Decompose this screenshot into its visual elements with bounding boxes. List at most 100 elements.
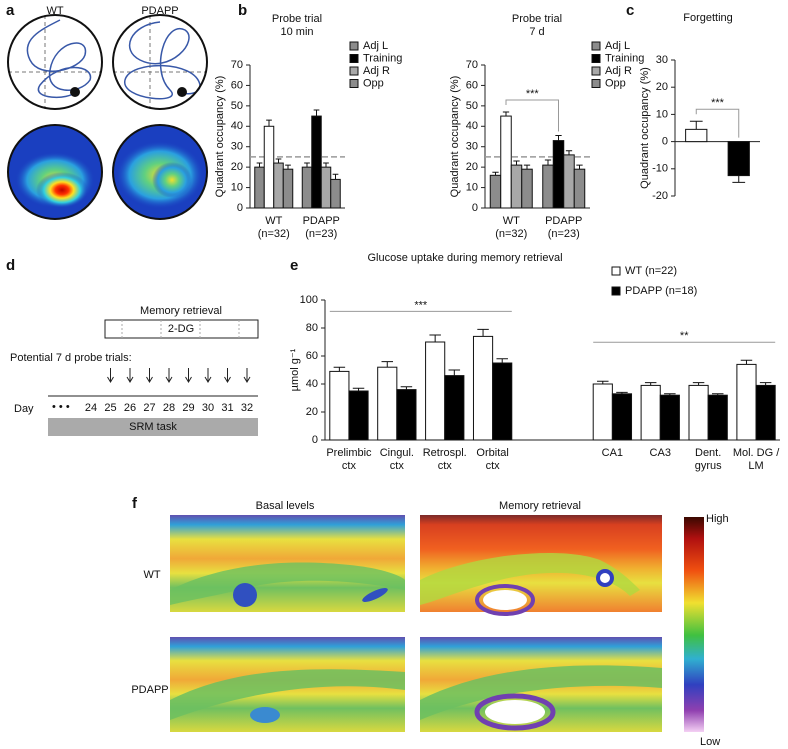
bar (472, 335, 494, 441)
y-tick-label: -20 (652, 190, 668, 202)
legend-label: Opp (605, 77, 626, 89)
y-tick-label: 40 (466, 120, 478, 132)
bar (348, 390, 369, 441)
y-tick-label: 30 (466, 141, 478, 153)
error-bar (285, 164, 291, 170)
panel-label: d (6, 257, 15, 274)
legend-swatch (591, 41, 601, 51)
legend-swatch (611, 266, 621, 276)
bar (707, 394, 728, 441)
y-tick-label: 0 (662, 136, 668, 148)
significance-label: *** (711, 97, 725, 109)
significance-label: *** (414, 299, 428, 311)
pool (112, 124, 208, 220)
bar (573, 168, 586, 209)
y-tick-label: 30 (231, 141, 243, 153)
error-bar (555, 134, 562, 141)
section-image (420, 515, 662, 616)
y-axis-label: µmol g⁻¹ (289, 348, 301, 391)
day-label: 24 (85, 402, 97, 414)
bar (311, 115, 322, 209)
chart-title: Probe trial (512, 13, 562, 25)
bar (510, 164, 523, 209)
bar (659, 394, 680, 441)
bar (396, 389, 417, 441)
y-axis-label: Quadrant occupancy (%) (214, 76, 226, 198)
panel-label: b (238, 2, 247, 19)
panel-label: e (290, 257, 298, 274)
error-bar (565, 150, 573, 155)
error-bar (711, 393, 724, 396)
x-tick-label: ctx (390, 460, 405, 472)
box-title: Memory retrieval (140, 305, 222, 317)
day-label: 30 (202, 402, 214, 414)
x-tick-label: PDAPP (545, 215, 582, 227)
section-image (420, 637, 662, 732)
day-label: 26 (124, 402, 136, 414)
legend-swatch (611, 286, 621, 296)
legend-label: Training (363, 52, 402, 64)
legend-label: WT (n=22) (625, 265, 677, 277)
end-point (177, 87, 187, 97)
section-image (170, 637, 405, 732)
trajectory (124, 21, 201, 100)
x-tick-label: WT (265, 215, 282, 227)
pool (7, 14, 103, 110)
error-bar (544, 159, 552, 166)
bar (688, 384, 709, 441)
error-bar (644, 382, 657, 386)
x-tick-label: (n=32) (258, 228, 290, 240)
error-bar (492, 171, 499, 176)
x-tick-label: Retrospl. (423, 447, 467, 459)
y-tick-label: 50 (231, 100, 243, 112)
bar (611, 393, 633, 441)
error-bar (448, 369, 461, 376)
y-tick-label: 20 (656, 81, 668, 93)
y-tick-label: -10 (652, 163, 668, 175)
bar (542, 164, 554, 209)
chart-title: Forgetting (683, 12, 733, 24)
charts: 0 10 20 30 40 50 60 70 Quadrant occupancy (%) Pro… (214, 12, 780, 472)
day-label: 29 (182, 402, 194, 414)
bar (592, 383, 613, 441)
y-tick-label: 0 (312, 434, 318, 446)
bar (329, 370, 350, 441)
legend-swatch (591, 79, 601, 88)
arrow-head (185, 376, 192, 383)
task-bar (48, 418, 258, 436)
significance-bracket (695, 108, 740, 138)
bar (377, 366, 398, 441)
legend-label: Opp (363, 77, 384, 89)
heatmap (8, 125, 102, 219)
error-bar (502, 111, 510, 117)
error-bar (313, 109, 320, 117)
arrow-head (165, 376, 173, 383)
error-bar (759, 382, 772, 386)
arrow-head (107, 376, 114, 383)
y-tick-label: 40 (306, 378, 318, 390)
error-bar (256, 162, 263, 168)
panel-a: WT PDAPP (7, 5, 208, 220)
x-tick-label: Dent. (695, 447, 721, 459)
error-bar (275, 158, 282, 164)
error-bar (400, 386, 413, 390)
scale-high: High (706, 513, 729, 525)
y-tick-label: 10 (466, 181, 478, 193)
day-label: 27 (143, 402, 155, 414)
error-bar (576, 164, 583, 170)
legend-swatch (349, 54, 359, 63)
y-axis-label: Quadrant occupancy (%) (449, 76, 461, 198)
error-bar (333, 366, 346, 372)
y-tick-label: 30 (656, 54, 668, 66)
legend-swatch (591, 66, 601, 76)
x-tick-label: PDAPP (303, 215, 340, 227)
column-label: PDAPP (141, 5, 178, 17)
error-bar (496, 358, 508, 363)
y-tick-label: 100 (300, 294, 318, 306)
legend-label: Adj R (363, 65, 390, 77)
error-bar (692, 382, 705, 386)
y-tick-label: 10 (656, 108, 668, 120)
bar (685, 128, 708, 143)
y-tick-label: 50 (466, 100, 478, 112)
x-tick-label: CA1 (602, 447, 623, 459)
